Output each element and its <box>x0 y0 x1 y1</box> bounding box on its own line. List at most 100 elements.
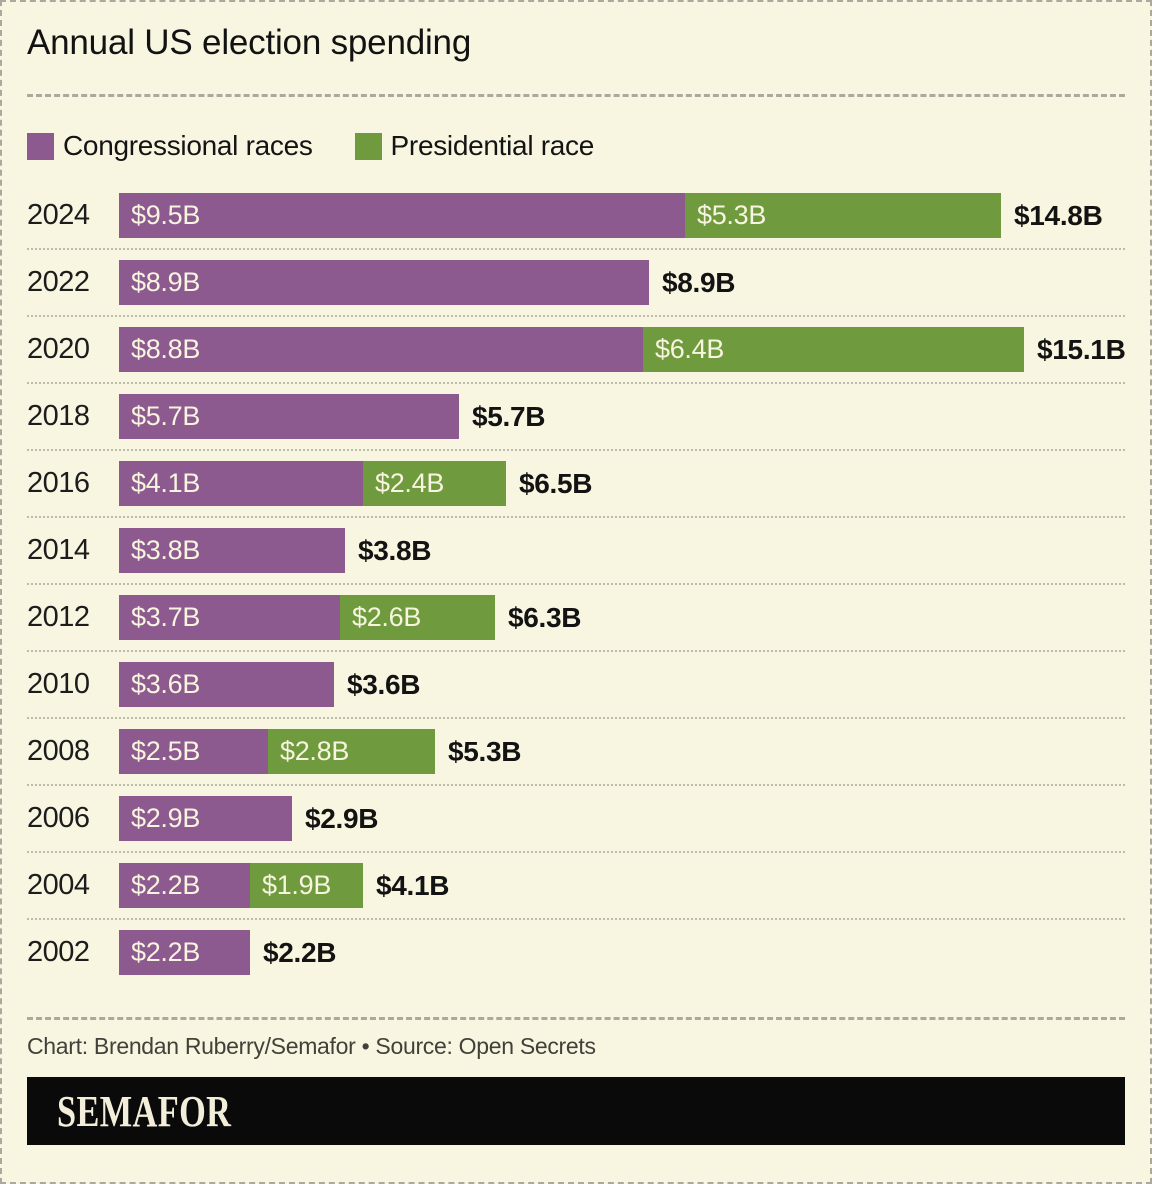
row-separator <box>27 449 1125 451</box>
year-label: 2020 <box>27 333 90 365</box>
total-label: $8.9B <box>662 266 736 298</box>
legend-item-presidential: Presidential race <box>354 130 595 162</box>
presidential-swatch <box>354 132 382 160</box>
year-label: 2012 <box>27 601 90 633</box>
bar-track: $3.6B $3.6B <box>119 662 421 707</box>
congressional-value-label: $3.7B <box>131 602 201 632</box>
presidential-value-label: $1.9B <box>262 870 332 900</box>
presidential-value-label: $6.4B <box>655 334 725 364</box>
row-separator <box>27 717 1125 719</box>
congressional-bar-segment: $8.8B <box>119 327 643 372</box>
congressional-bar-segment: $5.7B <box>119 394 459 439</box>
congressional-value-label: $4.1B <box>131 468 201 498</box>
presidential-value-label: $2.4B <box>375 468 445 498</box>
total-label: $6.5B <box>519 467 593 499</box>
bar-track: $5.7B $5.7B <box>119 394 546 439</box>
row-separator <box>27 248 1125 250</box>
chart-row: 2008 $2.5B $2.8B $5.3B <box>27 729 1125 774</box>
total-label: $6.3B <box>508 601 582 633</box>
congressional-value-label: $5.7B <box>131 401 201 431</box>
congressional-value-label: $2.2B <box>131 937 201 967</box>
legend-item-congressional: Congressional races <box>27 130 313 162</box>
total-label: $5.7B <box>472 400 546 432</box>
year-label: 2006 <box>27 802 90 834</box>
bar-track: $2.9B $2.9B <box>119 796 379 841</box>
bar-track: $2.2B $2.2B <box>119 930 337 975</box>
row-separator <box>27 784 1125 786</box>
year-label: 2004 <box>27 869 90 901</box>
bar-track: $3.8B $3.8B <box>119 528 432 573</box>
chart-row: 2012 $3.7B $2.6B $6.3B <box>27 595 1125 640</box>
chart-row: 2014 $3.8B $3.8B <box>27 528 1125 573</box>
bar-track: $3.7B $2.6B $6.3B <box>119 595 582 640</box>
semafor-logo: SEMAFOR <box>57 1086 232 1136</box>
title-divider <box>27 94 1125 97</box>
year-label: 2022 <box>27 266 90 298</box>
chart-row: 2020 $8.8B $6.4B $15.1B <box>27 327 1126 372</box>
row-separator <box>27 315 1125 317</box>
row-separator <box>27 918 1125 920</box>
chart-title: Annual US election spending <box>27 23 472 62</box>
chart-row: 2004 $2.2B $1.9B $4.1B <box>27 863 1125 908</box>
presidential-bar-segment: $2.6B <box>340 595 495 640</box>
year-label: 2010 <box>27 668 90 700</box>
congressional-value-label: $2.2B <box>131 870 201 900</box>
chart-row: 2018 $5.7B $5.7B <box>27 394 1125 439</box>
total-label: $14.8B <box>1014 199 1103 231</box>
bar-track: $2.5B $2.8B $5.3B <box>119 729 522 774</box>
total-label: $15.1B <box>1037 333 1126 365</box>
total-label: $2.2B <box>263 936 337 968</box>
year-label: 2008 <box>27 735 90 767</box>
congressional-value-label: $3.6B <box>131 669 201 699</box>
bar-track: $4.1B $2.4B $6.5B <box>119 461 593 506</box>
presidential-bar-segment: $1.9B <box>250 863 363 908</box>
presidential-bar-segment: $2.4B <box>363 461 506 506</box>
presidential-value-label: $2.8B <box>280 736 350 766</box>
year-label: 2014 <box>27 534 90 566</box>
bar-track: $8.9B $8.9B <box>119 260 736 305</box>
chart-row: 2016 $4.1B $2.4B $6.5B <box>27 461 1125 506</box>
presidential-bar-segment: $5.3B <box>685 193 1001 238</box>
chart-row: 2006 $2.9B $2.9B <box>27 796 1125 841</box>
congressional-bar-segment: $2.5B <box>119 729 268 774</box>
congressional-bar-segment: $8.9B <box>119 260 649 305</box>
chart-row: 2024 $9.5B $5.3B $14.8B <box>27 193 1125 238</box>
year-label: 2016 <box>27 467 90 499</box>
congressional-value-label: $8.8B <box>131 334 201 364</box>
legend-label-congressional: Congressional races <box>63 130 313 161</box>
legend: Congressional races Presidential race <box>27 130 1125 162</box>
congressional-value-label: $2.9B <box>131 803 201 833</box>
congressional-value-label: $2.5B <box>131 736 201 766</box>
chart-row: 2002 $2.2B $2.2B <box>27 930 1125 975</box>
congressional-value-label: $3.8B <box>131 535 201 565</box>
congressional-swatch <box>27 132 54 160</box>
total-label: $5.3B <box>448 735 522 767</box>
footer-divider <box>27 1017 1125 1020</box>
total-label: $4.1B <box>376 869 450 901</box>
congressional-value-label: $9.5B <box>131 200 201 230</box>
presidential-bar-segment: $2.8B <box>268 729 435 774</box>
congressional-bar-segment: $3.6B <box>119 662 334 707</box>
row-separator <box>27 650 1125 652</box>
total-label: $3.6B <box>347 668 421 700</box>
presidential-value-label: $2.6B <box>352 602 422 632</box>
chart-row: 2010 $3.6B $3.6B <box>27 662 1125 707</box>
row-separator <box>27 851 1125 853</box>
bar-track: $8.8B $6.4B $15.1B <box>119 327 1126 372</box>
row-separator <box>27 382 1125 384</box>
year-label: 2018 <box>27 400 90 432</box>
brand-bar: SEMAFOR <box>27 1077 1125 1145</box>
congressional-bar-segment: $4.1B <box>119 461 363 506</box>
congressional-bar-segment: $2.9B <box>119 796 292 841</box>
chart-rows: 2024 $9.5B $5.3B $14.8B 2022 $8.9B $8.9B 2020 $8… <box>27 193 1126 975</box>
row-separator <box>27 516 1125 518</box>
total-label: $3.8B <box>358 534 432 566</box>
legend-label-presidential: Presidential race <box>390 130 595 161</box>
congressional-bar-segment: $2.2B <box>119 863 250 908</box>
congressional-bar-segment: $3.7B <box>119 595 340 640</box>
bar-track: $2.2B $1.9B $4.1B <box>119 863 450 908</box>
chart-row: 2022 $8.9B $8.9B <box>27 260 1125 305</box>
congressional-bar-segment: $9.5B <box>119 193 685 238</box>
presidential-value-label: $5.3B <box>697 200 767 230</box>
